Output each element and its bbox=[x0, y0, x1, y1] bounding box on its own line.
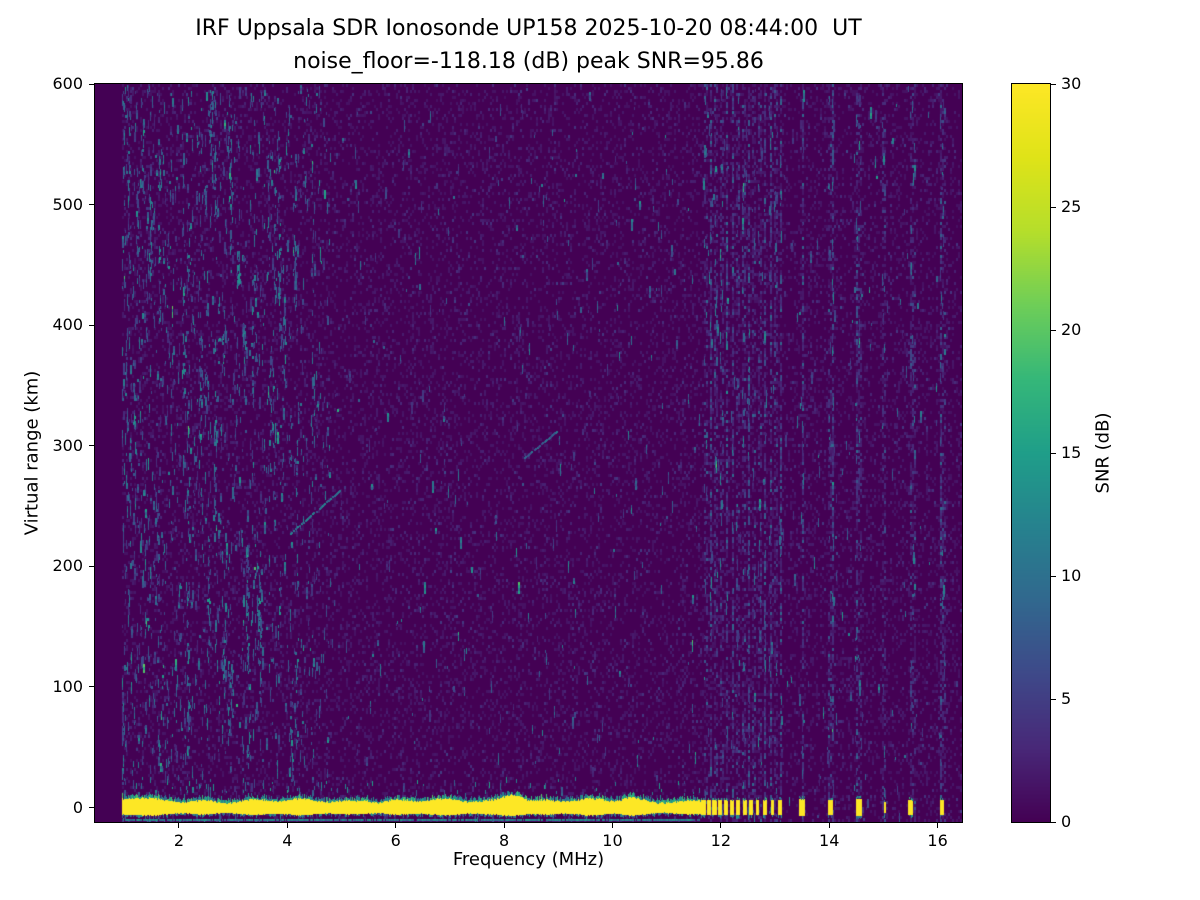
x-tick-mark bbox=[720, 823, 722, 828]
x-tick-mark bbox=[828, 823, 830, 828]
x-tick-label: 16 bbox=[927, 831, 948, 850]
x-tick-label: 2 bbox=[173, 831, 185, 850]
colorbar-tick-mark bbox=[1051, 452, 1056, 454]
colorbar-tick-label: 0 bbox=[1061, 812, 1072, 831]
x-tick-label: 12 bbox=[710, 831, 732, 850]
colorbar-tick-mark bbox=[1051, 575, 1056, 577]
x-tick-label: 6 bbox=[390, 831, 401, 850]
x-tick-mark bbox=[395, 823, 397, 828]
colorbar-tick-mark bbox=[1051, 698, 1056, 700]
x-tick-mark bbox=[286, 823, 288, 828]
x-tick-label: 4 bbox=[282, 831, 293, 850]
colorbar-tick-label: 25 bbox=[1061, 197, 1082, 216]
colorbar-tick-label: 30 bbox=[1061, 74, 1082, 93]
colorbar-tick-label: 10 bbox=[1061, 566, 1082, 585]
y-tick-label: 500 bbox=[52, 194, 83, 214]
colorbar-tick-label: 20 bbox=[1061, 320, 1082, 339]
colorbar bbox=[1011, 83, 1051, 823]
x-tick-mark bbox=[937, 823, 939, 828]
y-tick-label: 400 bbox=[52, 315, 83, 335]
x-tick-mark bbox=[611, 823, 613, 828]
plot-title: IRF Uppsala SDR Ionosonde UP158 2025-10-… bbox=[95, 12, 962, 78]
colorbar-tick-label: 5 bbox=[1061, 689, 1072, 708]
colorbar-tick-mark bbox=[1051, 83, 1056, 85]
colorbar-tick-label: 15 bbox=[1061, 443, 1082, 462]
colorbar-gradient-canvas bbox=[1012, 84, 1050, 822]
y-tick-label: 200 bbox=[52, 556, 83, 576]
heatmap-canvas bbox=[95, 84, 962, 822]
x-tick-label: 10 bbox=[602, 831, 623, 850]
colorbar-tick-mark bbox=[1051, 329, 1056, 331]
y-axis-label: Virtual range (km) bbox=[21, 370, 43, 536]
x-tick-label: 8 bbox=[499, 831, 510, 850]
x-tick-mark bbox=[178, 823, 180, 828]
plot-area bbox=[94, 83, 963, 823]
colorbar-tick-mark bbox=[1051, 821, 1056, 823]
y-tick-label: 100 bbox=[52, 676, 83, 696]
y-tick-label: 300 bbox=[52, 435, 83, 455]
x-tick-mark bbox=[503, 823, 505, 828]
plot-title-line1: IRF Uppsala SDR Ionosonde UP158 2025-10-… bbox=[195, 16, 862, 41]
colorbar-tick-mark bbox=[1051, 206, 1056, 208]
x-axis-label: Frequency (MHz) bbox=[452, 849, 605, 870]
plot-title-line2: noise_floor=-118.18 (dB) peak SNR=95.86 bbox=[293, 49, 764, 74]
y-tick-label: 0 bbox=[72, 797, 83, 817]
x-tick-label: 14 bbox=[819, 831, 840, 850]
colorbar-label: SNR (dB) bbox=[1092, 412, 1114, 494]
y-tick-label: 600 bbox=[52, 74, 83, 93]
